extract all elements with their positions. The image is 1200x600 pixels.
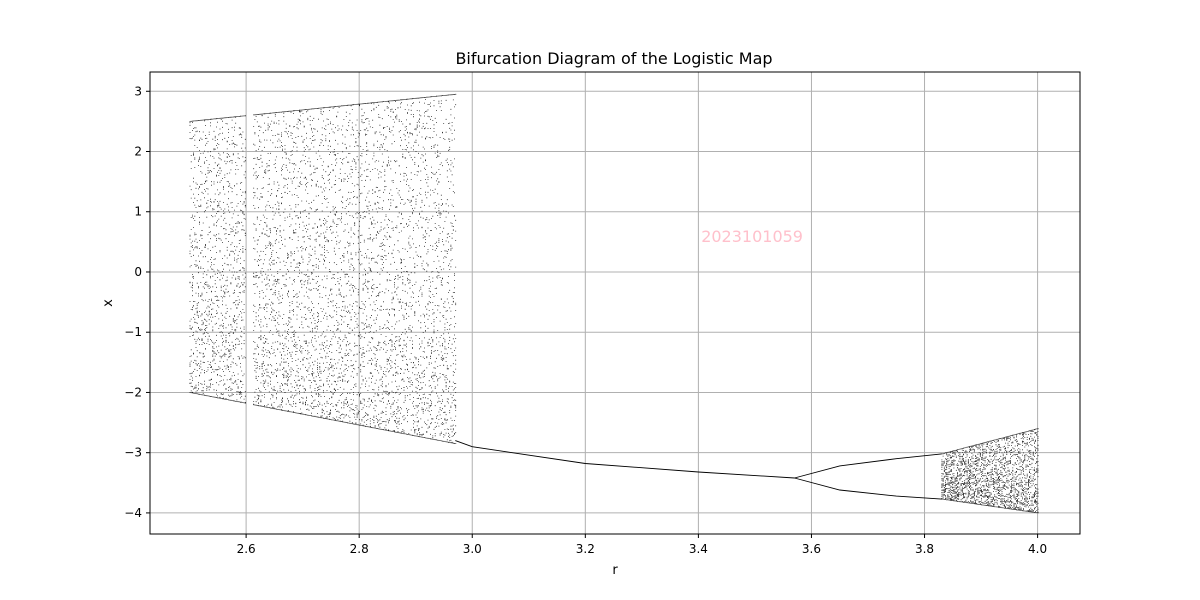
x-tick-label: 4.0 <box>1028 542 1047 556</box>
branch-line <box>794 453 942 479</box>
data-points <box>189 93 1039 514</box>
plot-area <box>150 72 1080 534</box>
y-tick-label: 1 <box>134 205 142 219</box>
y-axis-label: x <box>101 299 116 307</box>
branch-line <box>794 477 942 500</box>
chart-title: Bifurcation Diagram of the Logistic Map <box>455 49 772 68</box>
plot-frame <box>149 71 1081 535</box>
y-tick-label: 2 <box>134 145 142 159</box>
y-tick-label: −1 <box>124 325 142 339</box>
watermark-text: 2023101059 <box>701 227 803 246</box>
x-tick-label: 2.8 <box>350 542 369 556</box>
y-axis-ticks: 3 2 1 0 −1 −2 −3 −4 <box>124 84 150 520</box>
x-tick-label: 3.8 <box>915 542 934 556</box>
y-tick-label: 3 <box>134 84 142 98</box>
x-tick-label: 2.6 <box>237 542 256 556</box>
y-tick-label: −4 <box>124 506 142 520</box>
y-tick-label: 0 <box>134 265 142 279</box>
x-tick-label: 3.6 <box>802 542 821 556</box>
chaotic-points <box>941 428 1039 514</box>
grid-lines <box>150 72 1080 534</box>
y-tick-label: −3 <box>124 446 142 460</box>
branch-line <box>455 440 795 479</box>
x-axis-label: r <box>612 563 618 578</box>
x-tick-label: 3.2 <box>576 542 595 556</box>
y-tick-label: −2 <box>124 385 142 399</box>
chaotic-points <box>189 93 457 444</box>
x-tick-label: 3.4 <box>689 542 708 556</box>
x-axis-ticks: 2.6 2.8 3.0 3.2 3.4 3.6 3.8 4.0 <box>237 534 1047 556</box>
x-tick-label: 3.0 <box>463 542 482 556</box>
